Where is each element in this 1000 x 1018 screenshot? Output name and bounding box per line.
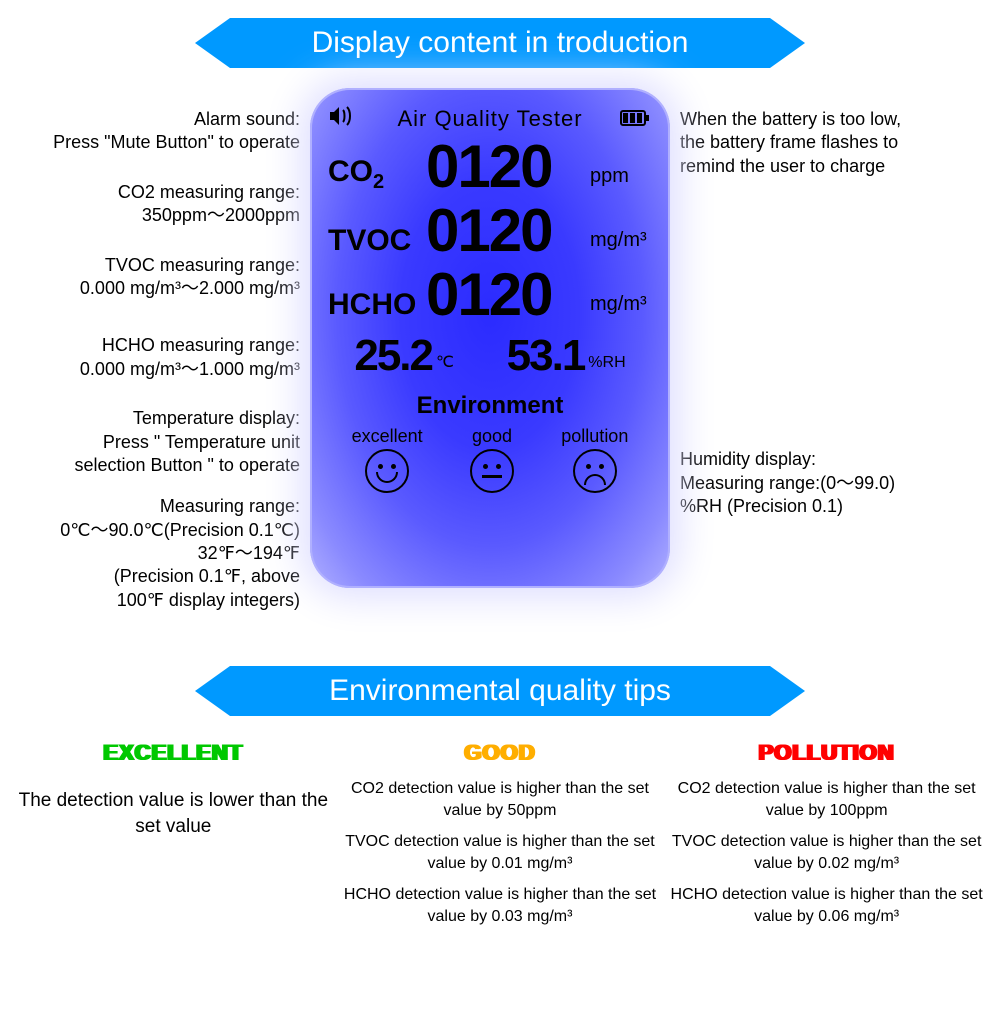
- reading-hcho-label: HCHO: [328, 288, 426, 322]
- note-humidity: Humidity display: Measuring range:(0～99.…: [680, 448, 960, 518]
- tip-good: GOOD CO2 detection value is higher than …: [340, 738, 660, 937]
- note-tvoc-l1: TVOC measuring range:: [40, 254, 300, 277]
- banner-top-body: Display content in troduction: [230, 18, 770, 68]
- reading-tvoc: TVOC 0120 mg/m³: [328, 204, 652, 258]
- note-hcho-l2: 0.000 mg/m³～1.000 mg/m³: [40, 358, 300, 381]
- note-tvoc-l2: 0.000 mg/m³～2.000 mg/m³: [40, 277, 300, 300]
- note-tvoc: TVOC measuring range: 0.000 mg/m³～2.000 …: [40, 254, 300, 301]
- reading-hcho: HCHO 0120 mg/m³: [328, 268, 652, 322]
- env-pollution: pollution: [561, 426, 628, 498]
- neutral-icon: [470, 449, 514, 493]
- tip-excellent-p1: The detection value is lower than the se…: [13, 788, 333, 839]
- note-battery: When the battery is too low, the battery…: [680, 108, 960, 178]
- tips-row: EXCELLENT The detection value is lower t…: [0, 738, 1000, 937]
- banner-bottom-body: Environmental quality tips: [230, 666, 770, 716]
- note-range-l4: (Precision 0.1℉, above: [40, 565, 300, 588]
- tip-pollution: POLLUTION CO2 detection value is higher …: [667, 738, 987, 937]
- note-battery-l3: remind the user to charge: [680, 155, 960, 178]
- note-humidity-l3: %RH (Precision 0.1): [680, 495, 960, 518]
- banner-bottom: Environmental quality tips: [0, 666, 1000, 716]
- note-alarm: Alarm sound: Press "Mute Button" to oper…: [40, 108, 300, 155]
- battery-icon: [620, 106, 652, 132]
- top-section: Alarm sound: Press "Mute Button" to oper…: [0, 88, 1000, 638]
- device-screen: Air Quality Tester CO2 0120 ppm TVOC 012…: [310, 88, 670, 588]
- tip-excellent: EXCELLENT The detection value is lower t…: [13, 738, 333, 937]
- temp-display: 25.2 ℃: [354, 336, 454, 376]
- tip-good-p2: TVOC detection value is higher than the …: [340, 831, 660, 874]
- tip-excellent-head: EXCELLENT: [13, 738, 333, 768]
- note-battery-l1: When the battery is too low,: [680, 108, 960, 131]
- reading-hcho-value: 0120: [426, 268, 586, 322]
- tip-pollution-p2: TVOC detection value is higher than the …: [667, 831, 987, 874]
- note-hcho-l1: HCHO measuring range:: [40, 334, 300, 357]
- banner-top: Display content in troduction: [0, 18, 1000, 68]
- reading-tvoc-label: TVOC: [328, 224, 426, 258]
- reading-co2-label: CO2: [328, 155, 426, 194]
- env-excellent-label: excellent: [352, 426, 423, 447]
- tip-pollution-p1: CO2 detection value is higher than the s…: [667, 778, 987, 821]
- env-pollution-label: pollution: [561, 426, 628, 447]
- temp-unit: ℃: [436, 352, 454, 376]
- note-co2: CO2 measuring range: 350ppm～2000ppm: [40, 181, 300, 228]
- reading-hcho-unit: mg/m³: [590, 293, 647, 322]
- temp-humid-row: 25.2 ℃ 53.1 %RH: [328, 336, 652, 376]
- device-title: Air Quality Tester: [360, 106, 620, 132]
- note-battery-l2: the battery frame flashes to: [680, 131, 960, 154]
- note-humidity-l2: Measuring range:(0～99.0): [680, 472, 960, 495]
- env-excellent: excellent: [352, 426, 423, 498]
- note-co2-l2: 350ppm～2000ppm: [40, 204, 300, 227]
- humid-display: 53.1 %RH: [507, 336, 626, 376]
- smile-icon: [365, 449, 409, 493]
- humid-value: 53.1: [507, 336, 585, 376]
- note-humidity-l1: Humidity display:: [680, 448, 960, 471]
- note-temp-l1: Temperature display:: [40, 407, 300, 430]
- note-range-l2: 0℃～90.0℃(Precision 0.1℃): [40, 519, 300, 542]
- right-annotations: When the battery is too low, the battery…: [670, 88, 960, 638]
- device-top-row: Air Quality Tester: [328, 106, 652, 132]
- left-annotations: Alarm sound: Press "Mute Button" to oper…: [40, 88, 310, 638]
- sound-icon: [328, 106, 360, 132]
- banner-top-text: Display content in troduction: [312, 26, 689, 60]
- temp-value: 25.2: [354, 336, 432, 376]
- note-co2-l1: CO2 measuring range:: [40, 181, 300, 204]
- note-temp-l2: Press " Temperature unit: [40, 431, 300, 454]
- tip-pollution-head: POLLUTION: [667, 738, 987, 768]
- reading-tvoc-unit: mg/m³: [590, 229, 647, 258]
- tip-good-head: GOOD: [340, 738, 660, 768]
- environment-faces: excellent good pollution: [328, 426, 652, 498]
- bottom-section: Environmental quality tips EXCELLENT The…: [0, 666, 1000, 937]
- tip-good-p1: CO2 detection value is higher than the s…: [340, 778, 660, 821]
- reading-co2-unit: ppm: [590, 165, 629, 194]
- environment-title: Environment: [328, 392, 652, 420]
- note-range-l3: 32℉～194℉: [40, 542, 300, 565]
- note-temp: Temperature display: Press " Temperature…: [40, 407, 300, 477]
- reading-tvoc-value: 0120: [426, 204, 586, 258]
- note-range-l5: 100℉ display integers): [40, 589, 300, 612]
- note-hcho: HCHO measuring range: 0.000 mg/m³～1.000 …: [40, 334, 300, 381]
- tip-pollution-p3: HCHO detection value is higher than the …: [667, 884, 987, 927]
- note-range: Measuring range: 0℃～90.0℃(Precision 0.1℃…: [40, 495, 300, 612]
- note-temp-l3: selection Button " to operate: [40, 454, 300, 477]
- reading-co2-value: 0120: [426, 140, 586, 194]
- note-alarm-l2: Press "Mute Button" to operate: [40, 131, 300, 154]
- env-good-label: good: [470, 426, 514, 447]
- note-alarm-l1: Alarm sound:: [40, 108, 300, 131]
- reading-co2: CO2 0120 ppm: [328, 140, 652, 194]
- tip-good-p3: HCHO detection value is higher than the …: [340, 884, 660, 927]
- humid-unit: %RH: [588, 354, 625, 376]
- env-good: good: [470, 426, 514, 498]
- banner-bottom-text: Environmental quality tips: [329, 674, 671, 708]
- note-range-l1: Measuring range:: [40, 495, 300, 518]
- frown-icon: [573, 449, 617, 493]
